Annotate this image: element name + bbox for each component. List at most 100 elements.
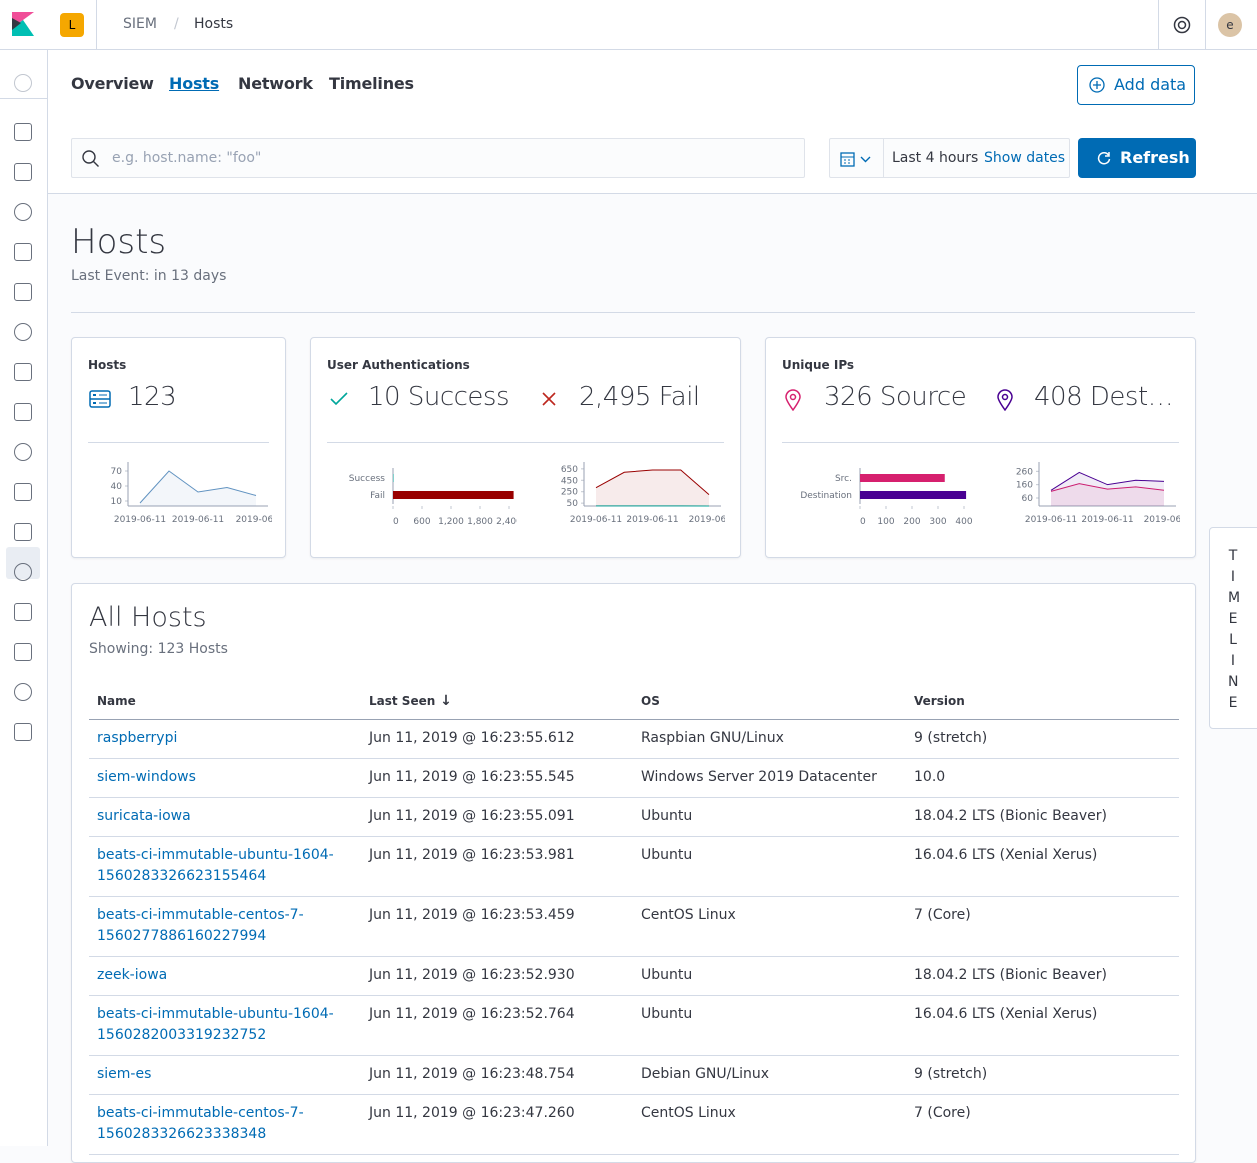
x-tick-label: 2019-06-11 xyxy=(1081,515,1133,525)
nav-icon[interactable] xyxy=(14,203,32,221)
divider xyxy=(1205,0,1206,49)
y-tick-label: 260 xyxy=(1016,467,1033,477)
help-icon[interactable] xyxy=(1173,16,1191,34)
host-link[interactable]: siem-windows xyxy=(89,758,361,797)
column-header[interactable]: Last Seen ↓ xyxy=(361,683,633,719)
timeline-flyout-tab[interactable]: TIMELINE xyxy=(1209,527,1257,729)
breadcrumb[interactable]: SIEM xyxy=(123,16,157,32)
tab[interactable]: Timelines xyxy=(329,74,414,93)
kpi-value: 2,495 Fail xyxy=(579,382,700,412)
table-row: beats-ci-immutable-centos-7-156027788616… xyxy=(89,896,1179,956)
table-row: beats-ci-immutable-ubuntu-1604-156028200… xyxy=(89,995,1179,1055)
nav-icon[interactable] xyxy=(14,163,32,181)
x-tick-label: 0 xyxy=(393,517,399,527)
table-cell: Jun 11, 2019 @ 16:23:55.612 xyxy=(361,719,633,758)
table-cell: Raspbian GNU/Linux xyxy=(633,719,906,758)
sort-arrow[interactable]: ↓ xyxy=(435,693,452,709)
logo[interactable] xyxy=(12,12,34,36)
host-link[interactable]: suricata-iowa xyxy=(89,797,361,836)
refresh-button[interactable]: Refresh xyxy=(1078,138,1196,178)
nav-icon[interactable] xyxy=(14,643,32,661)
cross-icon xyxy=(541,391,557,407)
nav-icon[interactable] xyxy=(14,603,32,621)
column-header[interactable]: OS xyxy=(633,683,906,719)
nav-icon[interactable] xyxy=(14,523,32,541)
page-subtitle: Last Event: in 13 days xyxy=(71,268,226,284)
nav-icon[interactable] xyxy=(14,563,32,581)
column-header[interactable]: Version xyxy=(906,683,1179,719)
kpi-value: 123 xyxy=(128,382,176,412)
divider xyxy=(782,442,1179,443)
nav-icon[interactable] xyxy=(14,243,32,261)
divider xyxy=(96,0,97,49)
y-tick-label: 60 xyxy=(1022,494,1034,504)
x-tick-label: 100 xyxy=(877,517,894,527)
x-tick-label: 1,800 xyxy=(467,517,493,527)
nav-icon[interactable] xyxy=(14,683,32,701)
table-cell: Ubuntu xyxy=(633,956,906,995)
table-title: All Hosts xyxy=(89,602,207,633)
table-cell: 7 (Core) xyxy=(906,1094,1179,1154)
x-tick-label: 2019-06- xyxy=(1144,515,1180,525)
x-tick-label: 400 xyxy=(955,517,972,527)
table-cell: Jun 11, 2019 @ 16:23:52.764 xyxy=(361,995,633,1055)
date-picker[interactable]: Last 4 hours Show dates xyxy=(829,138,1070,178)
tab[interactable]: Network xyxy=(238,74,313,93)
nav-icon[interactable] xyxy=(14,403,32,421)
column-header-label: Version xyxy=(914,694,965,708)
kpi-value: 326 Source xyxy=(824,382,966,412)
nav-icon[interactable] xyxy=(14,74,32,92)
tab[interactable]: Overview xyxy=(71,74,154,93)
search-bar[interactable]: e.g. host.name: "foo" xyxy=(71,138,805,178)
host-link[interactable]: raspberrypi xyxy=(89,719,361,758)
x-tick-label: 0 xyxy=(860,517,866,527)
bar xyxy=(860,491,966,499)
breadcrumb-separator: / xyxy=(174,16,179,32)
search-placeholder: e.g. host.name: "foo" xyxy=(112,150,261,166)
host-link[interactable]: zeek-iowa xyxy=(89,956,361,995)
space-badge[interactable]: L xyxy=(60,13,84,37)
nav-icon[interactable] xyxy=(14,363,32,381)
host-link[interactable]: beats-ci-immutable-centos-7-156028332662… xyxy=(89,1094,361,1154)
divider xyxy=(883,139,884,177)
x-tick-label: 2019-06- xyxy=(689,515,725,525)
x-tick-label: 2,400 xyxy=(496,517,517,527)
breadcrumb: Hosts xyxy=(194,16,233,32)
host-link[interactable]: beats-ci-immutable-ubuntu-1604-156028200… xyxy=(89,995,361,1055)
nav-icon[interactable] xyxy=(14,283,32,301)
nav-icon[interactable] xyxy=(14,123,32,141)
nav-icon[interactable] xyxy=(14,723,32,741)
area-fill xyxy=(1051,472,1164,506)
column-header[interactable]: Name xyxy=(89,683,361,719)
table-cell: 9 (stretch) xyxy=(906,1055,1179,1094)
plus-icon xyxy=(1089,77,1105,93)
nav-icon[interactable] xyxy=(14,443,32,461)
x-tick-label: 1,200 xyxy=(438,517,464,527)
x-tick-label: 2019-06-11 xyxy=(172,515,224,525)
top-bar: L SIEM / Hosts e xyxy=(0,0,1257,50)
x-tick-label: 2019-06-11 xyxy=(626,515,678,525)
kpi-title: Unique IPs xyxy=(782,358,854,372)
tab-active[interactable]: Hosts xyxy=(169,74,219,93)
host-link[interactable]: beats-ci-immutable-ubuntu-1604-156028332… xyxy=(89,836,361,896)
nav-icon[interactable] xyxy=(14,323,32,341)
host-link[interactable]: beats-ci-immutable-centos-7-156027788616… xyxy=(89,896,361,956)
y-tick-label: 10 xyxy=(111,497,123,507)
time-range[interactable]: Last 4 hours xyxy=(892,150,978,166)
add-data-button[interactable]: Add data xyxy=(1077,65,1195,105)
kpi-value: 408 Destination xyxy=(1034,382,1177,412)
x-tick-label: 600 xyxy=(413,517,430,527)
avatar[interactable]: e xyxy=(1218,13,1242,37)
host-link[interactable]: siem-es xyxy=(89,1055,361,1094)
table-cell: Jun 11, 2019 @ 16:23:55.545 xyxy=(361,758,633,797)
area-fill xyxy=(140,471,256,506)
show-dates-link[interactable]: Show dates xyxy=(984,150,1065,166)
nav-icon[interactable] xyxy=(14,483,32,501)
